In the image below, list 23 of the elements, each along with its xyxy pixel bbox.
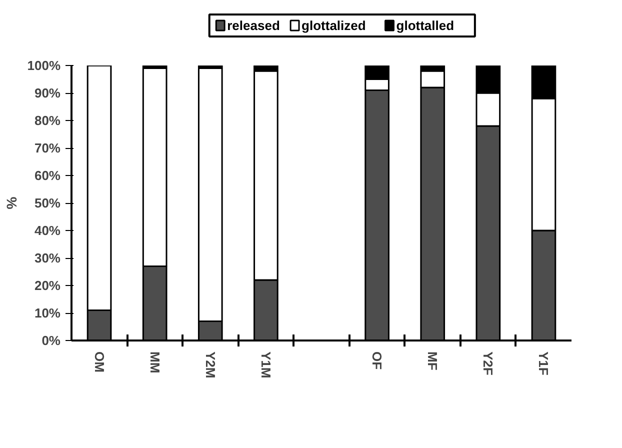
y-tick-label: 60%	[34, 168, 61, 183]
y-tick-label: 30%	[34, 250, 61, 266]
y-tick-label: 10%	[34, 306, 61, 320]
y-tick-label: 100%	[27, 58, 61, 73]
x-tick-label: MM	[147, 352, 162, 374]
x-tick-label: Y1M	[258, 352, 274, 378]
x-tick-label: OF	[370, 352, 385, 370]
x-tick-label: Y2F	[480, 352, 496, 376]
x-tick-label: Y1F	[536, 352, 552, 376]
y-tick-label: 20%	[34, 278, 61, 293]
y-axis-title: %	[3, 196, 20, 210]
legend-label: released	[227, 18, 280, 33]
x-tick-label: Y2M	[202, 352, 218, 378]
x-tick-label: MF	[425, 352, 440, 370]
x-tick-label: OM	[92, 352, 107, 372]
y-tick-label: 70%	[34, 140, 61, 156]
y-tick-label: 80%	[34, 113, 61, 128]
y-tick-label: 90%	[34, 86, 61, 100]
legend-label: glottalled	[396, 18, 454, 33]
legend-label: glottalized	[302, 18, 366, 33]
y-tick-label: 50%	[34, 196, 61, 210]
y-tick-label: 40%	[34, 223, 61, 238]
y-tick-label: 0%	[42, 333, 61, 348]
